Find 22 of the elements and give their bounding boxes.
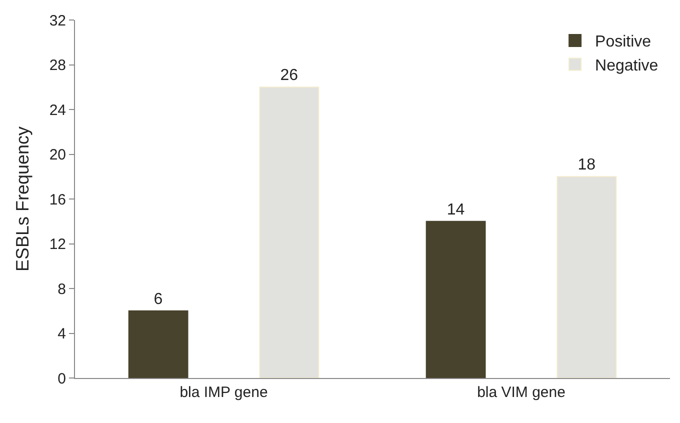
y-tick-label: 32 bbox=[49, 12, 66, 30]
legend-label: Positive bbox=[595, 34, 652, 51]
y-tick-label: 0 bbox=[58, 370, 66, 388]
bar bbox=[128, 310, 188, 378]
y-tick-label: 20 bbox=[49, 146, 66, 164]
x-tick-label: bla VIM gene bbox=[477, 384, 566, 401]
x-tick-label: bla IMP gene bbox=[180, 384, 268, 401]
y-tick-label: 8 bbox=[58, 280, 66, 298]
bar bbox=[259, 86, 320, 378]
data-label: 14 bbox=[446, 201, 465, 218]
bar bbox=[426, 220, 486, 378]
y-tick-label: 28 bbox=[49, 57, 66, 74]
y-axis-title: ESBLs Frequency bbox=[12, 126, 33, 272]
data-label: 6 bbox=[154, 290, 163, 308]
y-tick-label: 4 bbox=[58, 326, 66, 342]
data-label: 18 bbox=[578, 156, 596, 174]
y-tick-label: 12 bbox=[49, 236, 66, 253]
y-tick-label: 16 bbox=[49, 191, 66, 208]
bar bbox=[556, 176, 617, 378]
legend-label: Negative bbox=[595, 58, 658, 75]
y-tick-label: 24 bbox=[49, 102, 66, 119]
data-label: 26 bbox=[280, 67, 298, 84]
